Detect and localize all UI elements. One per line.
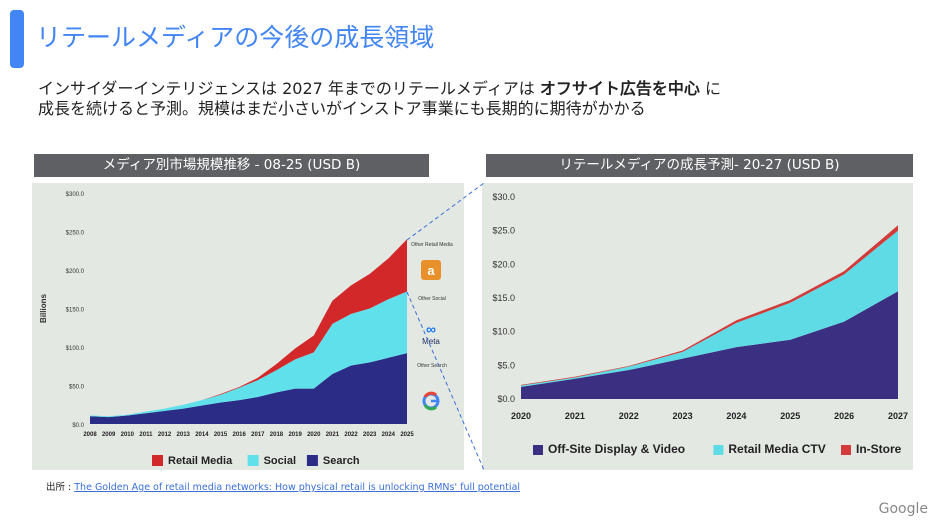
google-footer-logo: Google [878, 501, 928, 517]
y-tick-label: $200.0 [66, 269, 85, 275]
x-tick-label: 2010 [121, 432, 135, 438]
y-tick-label: $100.0 [66, 346, 85, 352]
y-tick-label: $50.0 [69, 385, 85, 391]
x-tick-label: 2015 [214, 432, 228, 438]
meta-logo-text: Meta [422, 337, 440, 346]
legend-swatch [841, 445, 851, 455]
connector-line-bottom [406, 291, 485, 471]
x-tick-label: 2020 [307, 432, 321, 438]
side-label: Other Search [417, 363, 447, 369]
lead-line1-b: に [699, 79, 722, 98]
side-label: Other Social [418, 296, 446, 302]
y-tick-label: $30.0 [492, 192, 515, 202]
legend-swatch [247, 455, 259, 466]
connector-line-top [406, 182, 485, 241]
area-retail-media-ctv [521, 230, 898, 387]
x-tick-label: 2025 [400, 432, 414, 438]
x-tick-label: 2021 [326, 432, 340, 438]
legend-swatch [306, 455, 318, 466]
area-social [90, 291, 407, 418]
x-tick-label: 2022 [344, 432, 358, 438]
x-tick-label: 2016 [232, 432, 246, 438]
legend-swatch [533, 445, 543, 455]
x-tick-label: 2027 [888, 411, 908, 421]
x-tick-label: 2024 [726, 411, 746, 421]
google-logo-green [423, 404, 438, 411]
x-tick-label: 2023 [363, 432, 377, 438]
x-tick-label: 2023 [673, 411, 693, 421]
y-axis-label: Billions [39, 294, 48, 323]
legend-label-social: Social [264, 455, 296, 467]
y-tick-label: $0.0 [72, 423, 84, 429]
title-accent-bar [10, 10, 24, 68]
y-tick-label: $20.0 [492, 259, 515, 269]
x-tick-label: 2008 [83, 432, 97, 438]
x-tick-label: 2020 [511, 411, 531, 421]
source-link[interactable]: The Golden Age of retail media networks:… [74, 482, 521, 493]
legend-label-off-site-display-video: Off-Site Display & Video [548, 442, 685, 456]
legend-label-in-store: In-Store [856, 442, 902, 456]
x-tick-label: 2026 [834, 411, 854, 421]
y-tick-label: $300.0 [66, 192, 85, 198]
right-chart-header: リテールメディアの成長予測- 20-27 (USD B) [486, 154, 913, 177]
y-tick-label: $150.0 [66, 308, 85, 314]
legend-label-search: Search [323, 455, 360, 467]
amazon-logo-glyph: a [427, 263, 435, 278]
lead-line1-a: インサイダーインテリジェンスは 2027 年までのリテールメディアは [38, 79, 540, 98]
source-note: 出所 : The Golden Age of retail media netw… [46, 479, 520, 493]
y-tick-label: $25.0 [492, 226, 515, 236]
legend-swatch [152, 455, 163, 466]
side-label: Other Retail Media [411, 242, 453, 248]
y-tick-label: $5.0 [497, 360, 515, 370]
x-tick-label: 2024 [382, 432, 396, 438]
page-title: リテールメディアの今後の成長領域 [36, 23, 435, 52]
x-tick-label: 2014 [195, 432, 209, 438]
amazon-logo-icon [421, 260, 441, 280]
x-tick-label: 2022 [619, 411, 639, 421]
x-tick-label: 2017 [251, 432, 265, 438]
legend-label-retail-media: Retail Media [168, 455, 233, 467]
x-tick-label: 2012 [158, 432, 172, 438]
lead-line2: 成長を続けると予測。規模はまだ小さいがインストア事業にも長期的に期待がかかる [38, 99, 646, 118]
area-search [90, 353, 407, 424]
x-tick-label: 2021 [565, 411, 585, 421]
y-tick-label: $250.0 [66, 231, 85, 237]
x-tick-label: 2018 [270, 432, 284, 438]
area-off-site-display-video [521, 291, 898, 399]
y-tick-label: $15.0 [492, 293, 515, 303]
left-chart-header: メディア別市場規模推移 - 08-25 (USD B) [34, 154, 429, 177]
x-tick-label: 2025 [780, 411, 800, 421]
lead-text: インサイダーインテリジェンスは 2027 年までのリテールメディアは オフサイト… [38, 79, 721, 119]
lead-line1-bold: オフサイト広告を中心 [539, 79, 700, 98]
y-tick-label: $0.0 [497, 394, 515, 404]
x-tick-label: 2011 [139, 432, 153, 438]
x-tick-label: 2013 [177, 432, 191, 438]
meta-logo-icon: ∞ [426, 321, 436, 337]
legend-swatch [713, 445, 724, 455]
source-label: 出所 : [46, 482, 75, 493]
x-tick-label: 2019 [288, 432, 302, 438]
google-logo-red [423, 391, 438, 398]
y-tick-label: $10.0 [492, 327, 515, 337]
x-tick-label: 2009 [102, 432, 116, 438]
legend-label-retail-media-ctv: Retail Media CTV [728, 442, 825, 456]
